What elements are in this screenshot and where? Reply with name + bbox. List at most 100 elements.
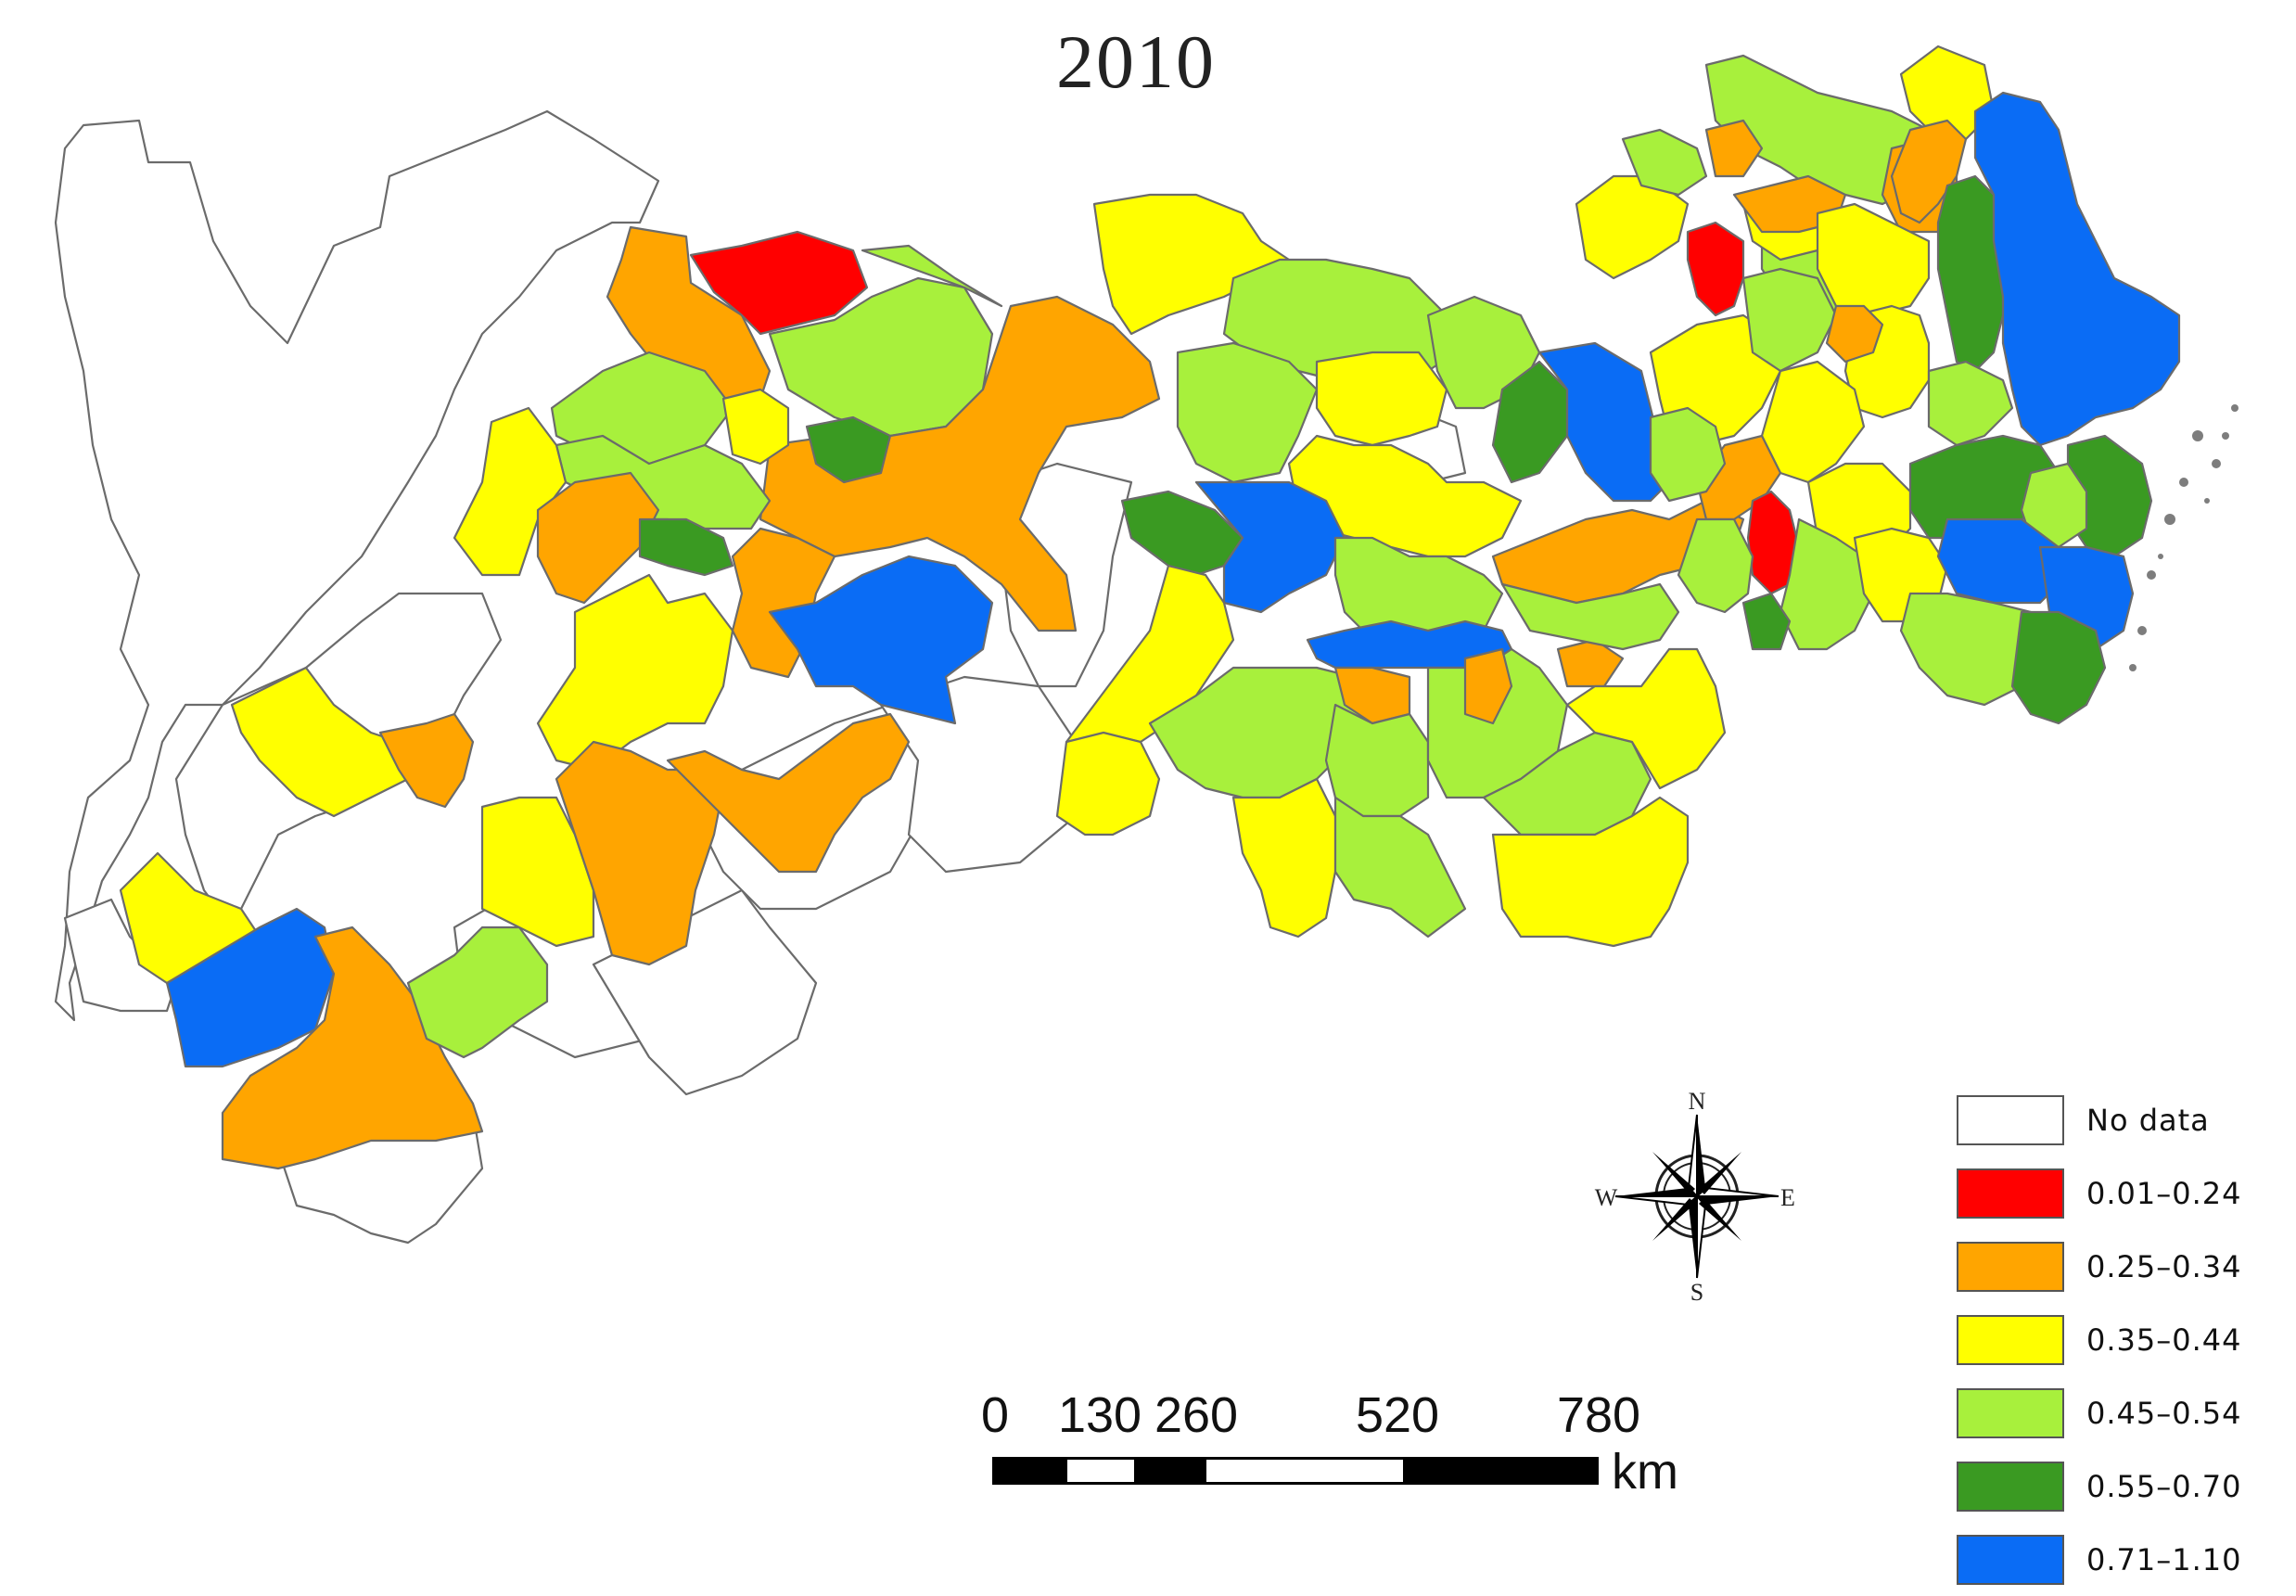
compass-label-e: E [1780, 1184, 1795, 1211]
region-dgreen-mn [1491, 360, 1569, 484]
region-lgreen-e4 [1677, 517, 1754, 614]
legend-swatch [1957, 1314, 2064, 1365]
region-yellow-sn [1231, 777, 1337, 938]
legend-swatch [1957, 1241, 2064, 1292]
east-regions [1055, 45, 2181, 948]
compass-point-s-light [1696, 1194, 1707, 1279]
region-lgreen-e5 [1649, 406, 1727, 503]
island [2137, 626, 2147, 635]
compass-label-s: S [1690, 1279, 1703, 1306]
compass-point-se [1699, 1198, 1741, 1241]
scale-segment [1403, 1460, 1596, 1482]
scale-segment [1134, 1460, 1206, 1482]
legend-item: No data [1957, 1083, 2272, 1156]
island [2204, 498, 2210, 504]
legend-swatch [1957, 1534, 2064, 1585]
region-orange-w [536, 471, 660, 605]
region-yellow-mn [1315, 351, 1448, 447]
legend-swatch [1957, 1387, 2064, 1438]
region-lgreen-ne4 [1621, 128, 1708, 197]
legend-item: 0.55–0.70 [1957, 1449, 2272, 1523]
region-orange-fw [378, 712, 475, 809]
compass-point-w-dark [1615, 1188, 1697, 1196]
region-yellow-ne3 [1575, 174, 1690, 280]
region-lgreen-e3 [1779, 517, 1875, 651]
scale-tick-260: 260 [1154, 1387, 1239, 1443]
region-nodata-south-4 [879, 675, 1078, 874]
scale-tick-0: 0 [980, 1387, 1010, 1443]
legend-swatch [1957, 1168, 2064, 1219]
scale-tick-780: 780 [1556, 1387, 1641, 1443]
region-dgreen-se [2010, 610, 2107, 725]
region-yellow-cw [536, 573, 734, 772]
island [2222, 432, 2229, 440]
region-orange-e1 [1825, 304, 1884, 364]
legend: No data 0.01–0.24 0.25–0.34 0.35–0.44 0.… [1957, 1083, 2272, 1596]
north-arrow-icon: N S E W [1595, 1088, 1795, 1306]
region-yellow-mr [1565, 647, 1727, 790]
region-yellow-w [453, 406, 568, 577]
island [2192, 430, 2203, 441]
legend-label: 0.25–0.34 [2086, 1248, 2242, 1284]
scale-segment [1067, 1460, 1134, 1482]
legend-item: 0.71–1.10 [1957, 1523, 2272, 1596]
region-dgreen-n [805, 415, 892, 484]
region-lgreen-ne5 [1741, 267, 1838, 373]
region-orange-mr [1463, 647, 1513, 725]
compass-point-s-dark [1689, 1196, 1697, 1278]
compass-point-ne [1699, 1152, 1741, 1194]
coastal-islands [2129, 404, 2239, 671]
region-orange-scr [666, 712, 911, 874]
region-blue-cw [1194, 480, 1346, 614]
colored-regions [119, 225, 1161, 1170]
island [2147, 570, 2156, 580]
compass-point-w-light [1614, 1195, 1700, 1207]
region-yellow-sc1 [1055, 731, 1161, 836]
region-lgreen-sw [406, 926, 549, 1059]
scale-unit-label: km [1612, 1444, 1678, 1500]
island [2164, 514, 2175, 525]
legend-label: 0.45–0.54 [2086, 1395, 2242, 1431]
legend-label: 0.71–1.10 [2086, 1541, 2242, 1577]
compass-point-e-light [1694, 1186, 1779, 1197]
compass-point-sw [1652, 1198, 1695, 1241]
region-yellow-sb [1491, 796, 1690, 948]
scale-segment [995, 1460, 1067, 1482]
region-lgreen-e1 [1927, 360, 2014, 447]
legend-label: 0.55–0.70 [2086, 1468, 2242, 1504]
region-blue-mn [1537, 341, 1671, 503]
compass-point-nw [1652, 1152, 1695, 1194]
legend-label: No data [2086, 1102, 2210, 1138]
region-lgreen-mn [1176, 341, 1319, 484]
region-lgreen-cs [1324, 703, 1430, 818]
island [2129, 664, 2137, 671]
region-lgreen-n3 [861, 244, 1003, 308]
region-lgreen-n2 [768, 276, 994, 438]
legend-swatch [1957, 1094, 2064, 1145]
island [2179, 478, 2188, 487]
region-yellow-ne5 [1816, 202, 1931, 317]
region-dgreen-em [1741, 592, 1792, 651]
compass-label-w: W [1595, 1184, 1618, 1211]
compass-point-e-dark [1697, 1196, 1779, 1205]
scale-tick-520: 520 [1355, 1387, 1440, 1443]
legend-item: 0.45–0.54 [1957, 1376, 2272, 1449]
region-red-ne [1686, 221, 1745, 317]
island [2158, 554, 2163, 559]
region-orange-center [759, 295, 1161, 632]
compass-point-n-dark [1697, 1115, 1705, 1196]
region-dgreen-w [638, 517, 734, 577]
region-orange-ne4 [1890, 119, 1968, 224]
legend-swatch [1957, 1461, 2064, 1512]
region-lgreen-s [1333, 796, 1467, 938]
legend-item: 0.01–0.24 [1957, 1156, 2272, 1230]
region-orange-sc [555, 740, 725, 966]
region-red-nw [689, 230, 869, 336]
region-blue-sw [165, 907, 336, 1068]
region-nodata-west [54, 109, 660, 1022]
region-blue-coast [1973, 91, 2181, 447]
scale-segment [1206, 1460, 1403, 1482]
island [2212, 459, 2221, 468]
region-yellow-n [721, 388, 790, 466]
